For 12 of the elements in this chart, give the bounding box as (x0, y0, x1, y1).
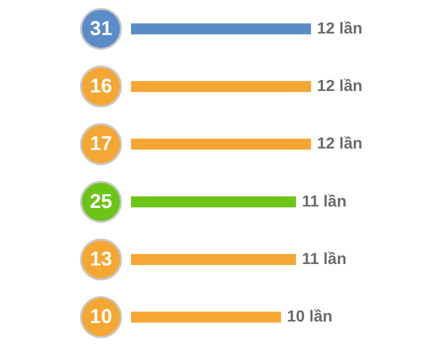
data-label: 11 lần (302, 251, 346, 268)
data-label: 11 lần (302, 193, 346, 210)
data-label: 12 lần (317, 78, 362, 95)
y-tick-label: 17 (90, 133, 112, 156)
y-tick-label: 13 (90, 248, 112, 270)
data-label: 12 lần (317, 136, 362, 153)
y-tick-label: 25 (90, 190, 112, 213)
y-tick-label: 10 (90, 306, 112, 328)
data-label: 12 lần (317, 20, 362, 38)
y-tick-label: 31 (90, 18, 112, 40)
y-tick-label: 16 (90, 76, 112, 98)
data-label: 10 lần (287, 308, 332, 326)
